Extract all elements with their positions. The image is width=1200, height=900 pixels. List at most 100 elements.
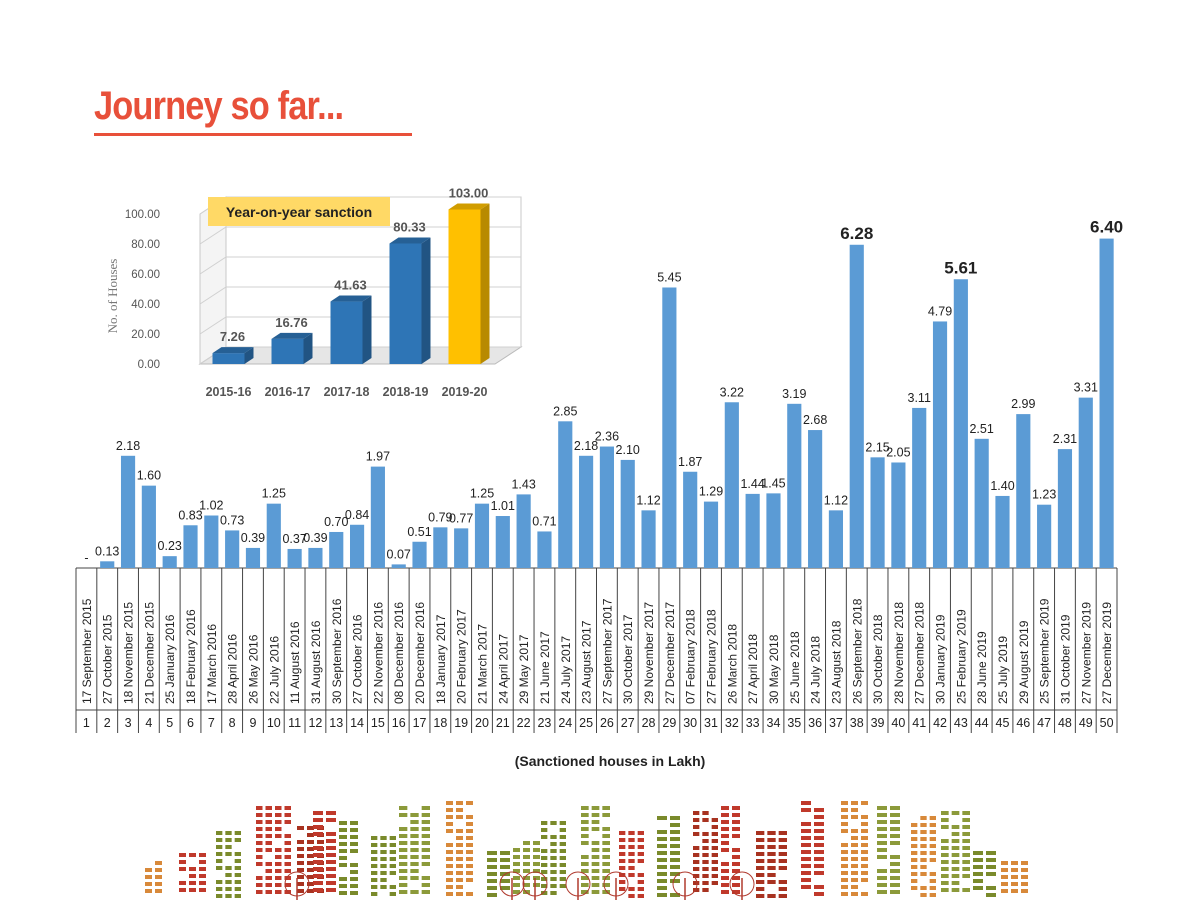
inset-bar-side — [244, 347, 254, 364]
title-underline — [94, 133, 412, 136]
bar — [370, 466, 385, 568]
skyline-building — [911, 816, 936, 897]
data-label: 2.18 — [574, 439, 598, 453]
date-label: 21 March 2017 — [475, 624, 489, 704]
bar — [1057, 449, 1073, 568]
date-label: 27 October 2015 — [101, 614, 115, 704]
sequence-number: 30 — [683, 716, 697, 730]
sequence-number: 5 — [166, 716, 173, 730]
inset-bar-top — [448, 203, 490, 210]
date-label: 27 September 2017 — [600, 598, 614, 704]
inset-y-tick: 80.00 — [131, 239, 160, 251]
data-label: 0.77 — [449, 511, 473, 525]
skyline-building — [841, 801, 868, 896]
bar — [474, 503, 490, 568]
skyline-building — [877, 806, 900, 894]
bar — [683, 471, 698, 568]
date-label: 27 October 2016 — [351, 614, 365, 704]
inset-category-label: 2015-16 — [206, 385, 252, 399]
sequence-number: 32 — [725, 716, 739, 730]
bar — [745, 493, 760, 568]
sequence-number: 40 — [891, 716, 905, 730]
sequence-number: 43 — [954, 716, 968, 730]
bar — [308, 547, 323, 568]
skyline-building — [313, 811, 336, 892]
inset-value-label: 7.26 — [220, 329, 245, 344]
sequence-number: 33 — [746, 716, 760, 730]
bar — [391, 564, 406, 568]
inset-category-label: 2019-20 — [442, 385, 488, 399]
date-label: 25 June 2018 — [788, 631, 802, 704]
sequence-number: 47 — [1037, 716, 1051, 730]
inset-title: Year-on-year sanction — [226, 204, 372, 220]
skyline-building — [145, 861, 162, 893]
data-label: 0.13 — [95, 544, 119, 558]
date-label: 18 November 2015 — [122, 602, 136, 704]
data-label: 3.11 — [908, 391, 931, 405]
skyline-building — [339, 821, 358, 895]
sequence-number: 21 — [496, 716, 510, 730]
date-label: 30 January 2019 — [934, 614, 948, 704]
data-label: 2.18 — [116, 439, 140, 453]
data-label: 1.44 — [740, 477, 764, 491]
data-label: 3.22 — [720, 385, 744, 399]
date-label: 24 July 2017 — [559, 636, 573, 704]
skyline-building — [657, 816, 680, 897]
data-label: 1.12 — [636, 493, 660, 507]
data-label: 2.31 — [1053, 432, 1077, 446]
skyline-building — [371, 836, 396, 896]
bar — [620, 459, 635, 568]
sequence-number: 8 — [229, 716, 236, 730]
data-label: 1.60 — [137, 469, 161, 483]
sequence-number: 9 — [249, 716, 256, 730]
date-label: 25 July 2019 — [996, 636, 1010, 704]
skyline-building — [941, 811, 970, 892]
date-label: 08 December 2016 — [392, 602, 406, 704]
date-label: 28 June 2019 — [975, 631, 989, 704]
skyline-building — [619, 831, 644, 898]
inset-bar-top — [389, 237, 431, 244]
sequence-number: 14 — [350, 716, 364, 730]
skyline-building — [721, 806, 740, 894]
date-label: 21 June 2017 — [538, 631, 552, 704]
bar — [329, 531, 344, 568]
bar — [120, 455, 136, 568]
data-label: 0.71 — [532, 514, 556, 528]
data-label: 0.23 — [158, 539, 182, 553]
date-label: 17 March 2016 — [205, 624, 219, 704]
sequence-number: 42 — [933, 716, 947, 730]
bar — [849, 244, 864, 568]
inset-bar — [212, 353, 245, 364]
bar — [787, 403, 802, 568]
sequence-number: 35 — [787, 716, 801, 730]
sequence-number: 2 — [104, 716, 111, 730]
skyline-building — [179, 853, 206, 892]
bar — [912, 407, 927, 568]
bar — [828, 510, 844, 568]
data-label: - — [84, 551, 88, 565]
inset-bar — [389, 243, 422, 364]
date-label: 25 February 2019 — [954, 609, 968, 704]
sequence-number: 20 — [475, 716, 489, 730]
sequence-number: 12 — [308, 716, 322, 730]
skyline-building — [973, 851, 996, 897]
date-label: 26 March 2018 — [725, 624, 739, 704]
sequence-number: 49 — [1079, 716, 1093, 730]
bar — [703, 501, 719, 568]
data-label: 5.45 — [657, 270, 681, 284]
date-label: 27 February 2018 — [705, 609, 719, 704]
date-label: 20 December 2016 — [413, 602, 427, 704]
date-label: 27 December 2019 — [1100, 602, 1114, 704]
skyline-building — [446, 801, 473, 896]
date-label: 30 May 2018 — [767, 634, 781, 704]
bar — [558, 421, 573, 568]
sequence-number: 45 — [996, 716, 1010, 730]
inset-gridline — [199, 226, 521, 245]
sequence-number: 46 — [1016, 716, 1030, 730]
date-label: 26 May 2016 — [246, 634, 260, 704]
data-label: 1.29 — [699, 485, 723, 499]
data-label: 0.07 — [387, 547, 411, 561]
inset-y-tick: 60.00 — [131, 269, 160, 281]
sequence-number: 41 — [912, 716, 926, 730]
